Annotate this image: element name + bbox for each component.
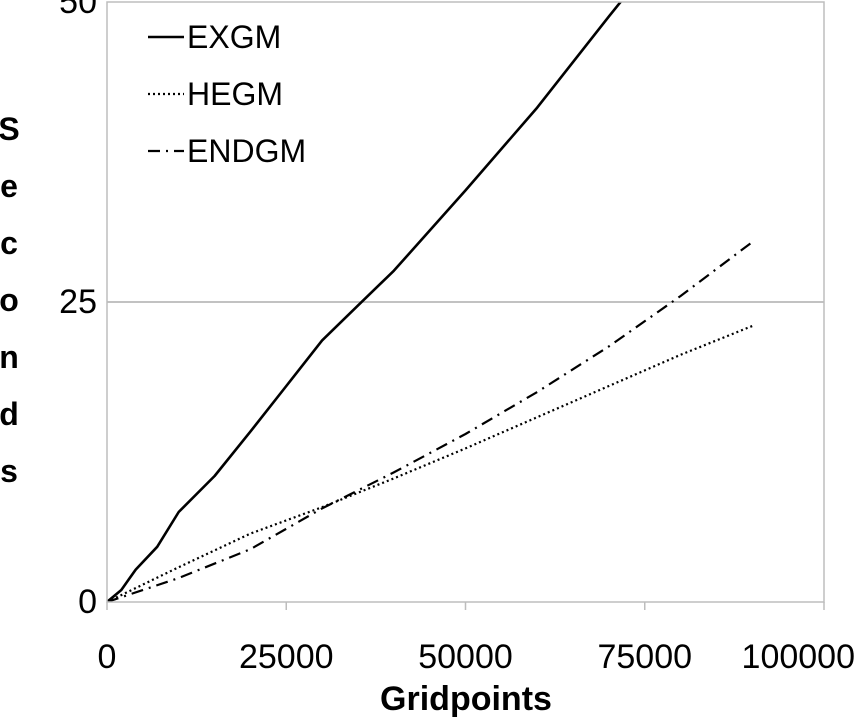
tick-layer: 0 25 50 0 25000 50000 75000 100000: [59, 0, 855, 676]
y-axis-title-letter: d: [0, 396, 19, 432]
series-line-endgm: [107, 241, 753, 602]
y-tick-label: 25: [59, 283, 97, 321]
y-tick-label: 50: [59, 0, 97, 21]
x-tick-label: 100000: [742, 638, 855, 676]
y-axis-title-letter: c: [0, 225, 18, 261]
y-axis-title-letter: n: [0, 339, 19, 375]
x-axis-title: Gridpoints: [380, 680, 552, 718]
legend-label-endgm: ENDGM: [187, 133, 306, 169]
x-tick-label: 25000: [239, 638, 334, 676]
x-tick-label: 0: [98, 638, 117, 676]
legend-label-hegm: HEGM: [187, 76, 283, 112]
y-axis-title-letter: s: [0, 453, 18, 489]
legend: EXGM HEGM ENDGM: [148, 19, 306, 169]
series-line-exgm: [107, 2, 623, 602]
legend-label-exgm: EXGM: [187, 19, 281, 55]
y-tick-label: 0: [78, 583, 97, 621]
x-tick-label: 50000: [418, 638, 513, 676]
y-axis-title-letter: S: [0, 111, 20, 147]
y-axis-title-letter: e: [0, 168, 18, 204]
x-tick-label: 75000: [597, 638, 692, 676]
series-layer: [107, 2, 753, 602]
series-line-hegm: [107, 324, 753, 602]
y-axis-title-letter: o: [0, 282, 19, 318]
